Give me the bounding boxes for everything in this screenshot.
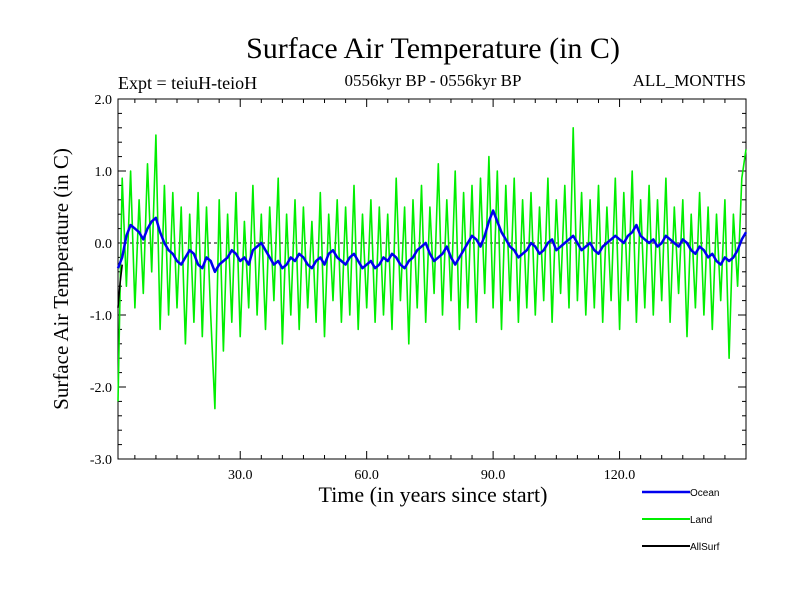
y-axis: 2.0 1.0 0.0 -1.0 -2.0 -3.0 <box>90 93 746 468</box>
legend-label-allsurf: AllSurf <box>690 542 720 553</box>
y-tick-label: 1.0 <box>95 165 113 180</box>
x-axis-label: Time (in years since start) <box>319 482 548 507</box>
legend-label-land: Land <box>690 515 712 526</box>
series-group <box>116 127 748 410</box>
x-tick-label: 90.0 <box>481 468 506 483</box>
plot-frame <box>117 98 747 460</box>
x-tick-label: 60.0 <box>354 468 379 483</box>
y-tick-label: 0.0 <box>95 237 113 252</box>
x-tick-label: 30.0 <box>228 468 253 483</box>
chart-title: Surface Air Temperature (in C) <box>246 32 620 65</box>
y-tick-label: -1.0 <box>90 309 112 324</box>
legend-label-ocean: Ocean <box>690 488 719 499</box>
period-label: 0556kyr BP - 0556kyr BP <box>345 71 522 90</box>
series-ocean-line <box>116 209 748 274</box>
legend: Ocean Land AllSurf <box>642 488 720 553</box>
y-tick-label: 2.0 <box>95 93 113 108</box>
months-label: ALL_MONTHS <box>633 71 746 90</box>
x-tick-label: 120.0 <box>604 468 636 483</box>
y-tick-label: -2.0 <box>90 381 112 396</box>
series-land-line <box>117 127 747 410</box>
experiment-label: Expt = teiuH-teioH <box>118 73 257 93</box>
y-tick-label: -3.0 <box>90 453 112 468</box>
x-axis: 30.0 60.0 90.0 120.0 <box>134 99 747 483</box>
series-allsurf-line <box>117 264 123 308</box>
y-axis-label: Surface Air Temperature (in C) <box>49 148 73 410</box>
